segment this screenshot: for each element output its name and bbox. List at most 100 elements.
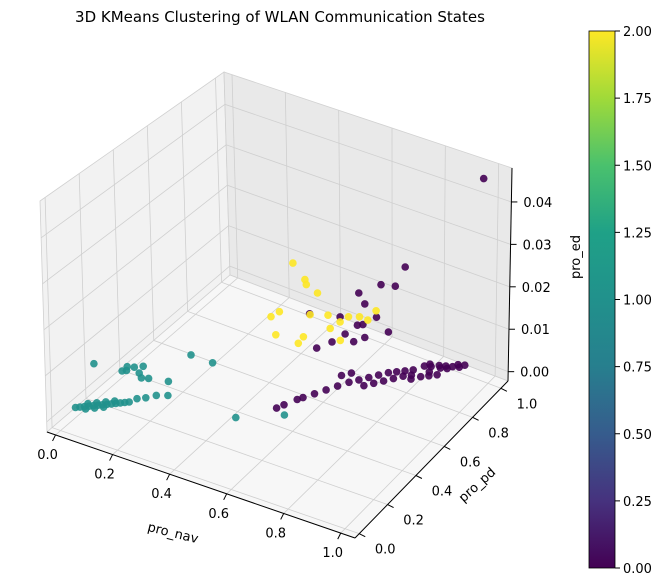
y-gridline [78, 173, 388, 505]
data-point-cluster-0 [379, 377, 388, 385]
data-point-cluster-0 [479, 174, 488, 183]
x-gridline [283, 145, 446, 514]
data-point-cluster-0 [272, 404, 281, 412]
axis-ticks: 0.0 0.2 0.4 0.6 0.8 1.0 0.0 0.2 0.4 0.6 0.8 1.0 0.00… [37, 196, 552, 561]
z-tick-label: 0.00 [520, 366, 549, 381]
y-tick-mark [500, 387, 508, 392]
colorbar-tick-label: 0.25 [623, 495, 652, 510]
data-point-cluster-0 [310, 390, 319, 398]
colorbar-tick-label: 1.00 [623, 294, 652, 309]
data-point-cluster-0 [333, 382, 342, 390]
z-gridline [45, 225, 510, 377]
data-point-cluster-0 [360, 381, 368, 390]
data-point-cluster-1 [164, 377, 173, 386]
y-tick-label: 0.8 [488, 426, 509, 441]
data-point-cluster-0 [416, 372, 425, 381]
data-points [71, 174, 488, 422]
y-gridline [181, 101, 473, 418]
y-gridline [44, 197, 360, 535]
data-point-cluster-2 [294, 339, 303, 348]
data-point-cluster-0 [433, 371, 441, 379]
data-point-cluster-0 [372, 313, 381, 322]
colorbar-tick-label: 1.75 [623, 92, 652, 107]
data-point-cluster-0 [328, 338, 336, 346]
data-point-cluster-0 [347, 369, 356, 377]
data-point-cluster-0 [312, 344, 321, 352]
data-point-cluster-2 [336, 336, 345, 345]
data-point-cluster-2 [372, 307, 380, 315]
data-point-cluster-2 [306, 310, 314, 319]
x-tick-mark [280, 513, 285, 520]
data-point-cluster-2 [302, 280, 311, 289]
x-axis-label: pro_nav [146, 520, 200, 547]
x-tick-mark [52, 434, 57, 442]
z-gridline [46, 265, 509, 423]
y-tick-mark [415, 475, 423, 479]
y-tick-label: 0.4 [432, 484, 453, 499]
x-tick-mark [223, 493, 228, 501]
colorbar-tick-label: 1.50 [623, 159, 652, 174]
colorbar-tick-label: 1.25 [623, 226, 652, 241]
x-tick-label: 0.0 [37, 448, 58, 463]
data-point-cluster-0 [349, 337, 358, 346]
data-point-cluster-0 [377, 280, 385, 289]
data-point-cluster-0 [365, 373, 373, 382]
data-point-cluster-0 [361, 300, 369, 308]
data-point-cluster-0 [384, 328, 393, 336]
data-point-cluster-0 [369, 379, 378, 388]
data-point-cluster-0 [353, 321, 362, 330]
data-point-cluster-2 [275, 307, 284, 316]
data-point-cluster-2 [324, 311, 332, 320]
colorbar [588, 30, 616, 569]
data-point-cluster-1 [232, 413, 240, 422]
data-point-cluster-1 [123, 362, 131, 371]
z-axis-line [507, 167, 513, 382]
x-axis-line [46, 431, 356, 539]
x-tick-label: 0.2 [94, 468, 115, 483]
data-point-cluster-1 [135, 369, 143, 377]
data-point-cluster-0 [374, 371, 383, 379]
data-point-cluster-1 [90, 359, 98, 368]
data-point-cluster-1 [139, 362, 147, 371]
data-point-cluster-0 [345, 378, 353, 387]
data-point-cluster-0 [293, 395, 302, 404]
colorbar-tick-label: 0.50 [623, 428, 652, 443]
z-tick-label: 0.01 [521, 323, 550, 338]
z-tick-label: 0.02 [522, 281, 551, 296]
x-gridline [112, 92, 290, 455]
chart-title: 3D KMeans Clustering of WLAN Communicati… [75, 8, 485, 26]
data-point-cluster-2 [267, 312, 275, 321]
z-gridline [40, 103, 512, 239]
gridlines [40, 74, 512, 535]
data-point-cluster-1 [142, 394, 150, 402]
data-point-cluster-2 [364, 316, 372, 324]
x-gridline [55, 74, 239, 436]
z-gridline [43, 184, 510, 331]
z-gridline [42, 144, 511, 285]
x-tick-label: 0.8 [265, 526, 286, 541]
data-point-cluster-2 [336, 318, 344, 326]
x-tick-label: 1.0 [322, 546, 343, 561]
data-point-cluster-2 [289, 259, 297, 267]
y-tick-label: 0.2 [403, 514, 424, 529]
data-point-cluster-1 [280, 411, 289, 419]
data-point-cluster-1 [130, 363, 139, 372]
x-tick-mark [337, 532, 342, 540]
data-point-cluster-0 [401, 367, 409, 375]
y-tick-label: 0.0 [375, 543, 396, 558]
x-tick-mark [166, 473, 171, 481]
data-point-cluster-0 [359, 320, 367, 329]
data-point-cluster-1 [144, 374, 153, 383]
z-tick-label: 0.03 [523, 238, 552, 253]
y-axis-line [354, 380, 509, 539]
data-point-cluster-1 [152, 391, 161, 400]
data-point-cluster-2 [272, 331, 280, 339]
x-tick-label: 0.4 [151, 487, 172, 502]
data-point-cluster-0 [280, 401, 288, 409]
data-point-cluster-1 [133, 394, 141, 403]
data-point-cluster-0 [299, 393, 307, 402]
data-point-cluster-0 [409, 366, 418, 374]
data-point-cluster-0 [391, 282, 400, 291]
y-tick-label: 1.0 [517, 397, 538, 412]
data-point-cluster-0 [355, 376, 363, 384]
